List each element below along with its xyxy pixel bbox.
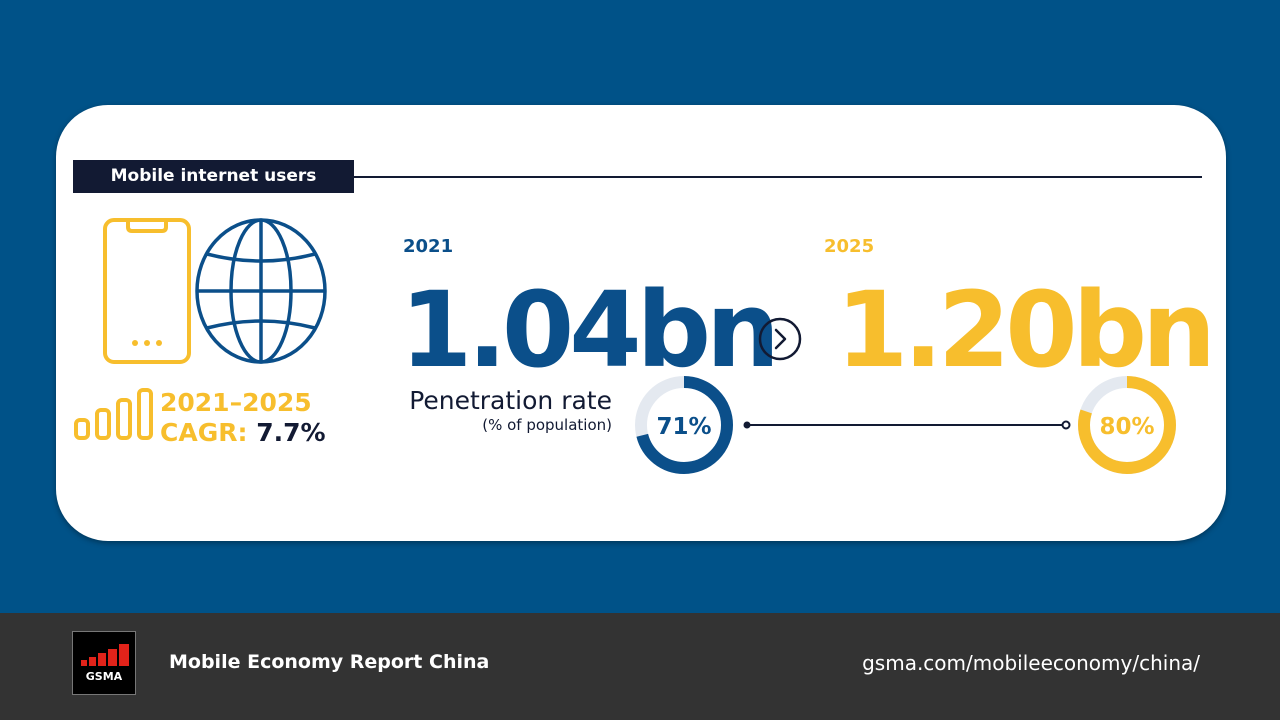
section-title: Mobile internet users <box>73 160 354 193</box>
users-2021-value: 1.04bn <box>400 269 780 391</box>
section-divider <box>354 176 1202 178</box>
smartphone-icon <box>103 218 191 364</box>
year-2025-label: 2025 <box>824 236 875 257</box>
footer-bar <box>0 613 1280 720</box>
globe-icon <box>195 218 327 364</box>
penetration-2021-label: 71% <box>656 414 711 440</box>
penetration-2021-ring: 71% <box>635 376 733 474</box>
penetration-2025-arc <box>1078 376 1176 474</box>
cagr-label: CAGR: <box>160 418 248 447</box>
signal-bars-icon <box>74 388 153 440</box>
report-title: Mobile Economy Report China <box>169 651 490 673</box>
cagr-period: 2021–2025 <box>160 388 312 417</box>
chevron-right-icon <box>758 317 802 361</box>
penetration-2025-label: 80% <box>1099 414 1154 440</box>
users-2025-value: 1.20bn <box>836 269 1216 391</box>
gsma-logo-bars <box>81 644 129 666</box>
penetration-subtitle: (% of population) <box>482 416 612 434</box>
report-url[interactable]: gsma.com/mobileeconomy/china/ <box>862 651 1200 675</box>
gsma-logo-text: GSMA <box>85 670 123 683</box>
cagr-value: 7.7% <box>256 418 326 447</box>
cagr-line: CAGR: 7.7% <box>160 418 326 447</box>
gsma-logo[interactable]: GSMA <box>72 631 136 695</box>
penetration-2021-arc <box>635 376 733 474</box>
penetration-title: Penetration rate <box>409 386 612 415</box>
penetration-connector <box>743 420 1071 430</box>
penetration-2025-ring: 80% <box>1078 376 1176 474</box>
year-2021-label: 2021 <box>403 236 454 257</box>
